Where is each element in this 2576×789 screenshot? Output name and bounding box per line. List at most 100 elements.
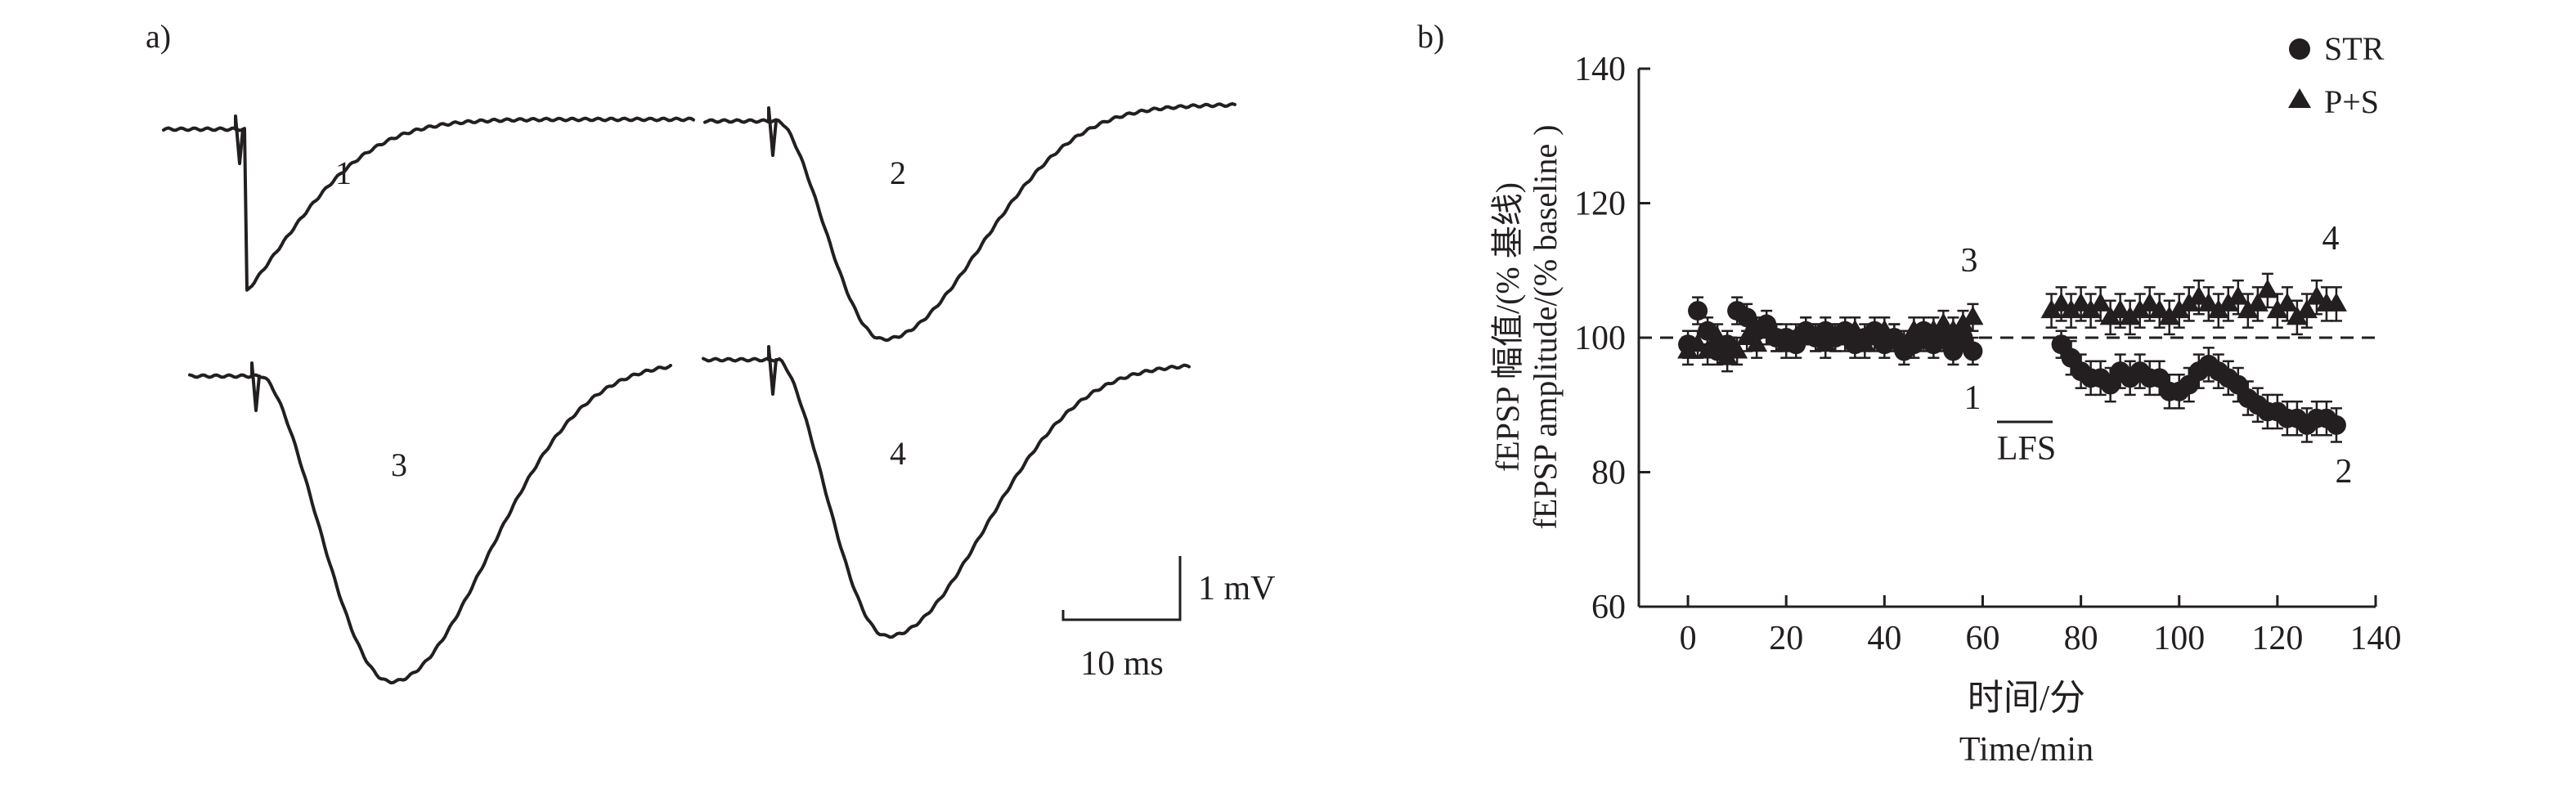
ps-data-point — [2089, 292, 2112, 312]
str-data-point — [1688, 301, 1708, 321]
x-tick-label: 40 — [1867, 620, 1901, 657]
ps-data-point — [1707, 326, 1729, 345]
ps-data-point — [2109, 299, 2131, 319]
fepsp-trace-1 — [162, 116, 695, 292]
legend-label-str: STR — [2324, 30, 2385, 67]
ps-data-point — [1766, 326, 1788, 345]
ps-data-point — [2256, 279, 2278, 298]
str-data-point — [2051, 334, 2071, 355]
ps-data-point — [2237, 299, 2259, 319]
x-tick-label: 80 — [2064, 620, 2098, 657]
lfs-label: LFS — [1997, 430, 2056, 468]
ps-data-point — [2099, 306, 2121, 325]
legend-marker-ps — [2288, 88, 2311, 108]
ps-data-point — [2040, 299, 2062, 319]
stimulus-artifact-4 — [767, 345, 778, 396]
point-label-1: 1 — [1964, 379, 1981, 417]
y-axis-title-en: fEPSP amplitude/(% baseline ) — [1527, 124, 1564, 529]
x-tick-label: 60 — [1965, 620, 1999, 657]
ps-data-point — [1844, 319, 1866, 338]
ps-data-point — [1874, 319, 1896, 338]
trace-label-2: 2 — [890, 155, 906, 191]
str-data-point — [2061, 347, 2081, 368]
ps-data-point — [1687, 333, 1709, 352]
y-tick-label: 140 — [1574, 51, 1626, 88]
legend-label-ps: P+S — [2324, 83, 2379, 120]
stimulus-artifact-1 — [234, 114, 245, 165]
fepsp-trace-2 — [703, 101, 1236, 343]
x-tick-label: 140 — [2350, 620, 2402, 657]
y-ticks: 60 80 100 120 140 — [1574, 51, 1650, 626]
ps-data-point — [2178, 292, 2200, 312]
ps-data-point — [2266, 299, 2288, 319]
ps-data-point — [1756, 319, 1778, 338]
point-label-2: 2 — [2336, 453, 2353, 491]
ps-data-point — [1775, 333, 1797, 352]
ps-data-point — [1942, 319, 1964, 338]
scale-bar-lines — [1061, 556, 1182, 621]
str-data-point — [1737, 307, 1757, 328]
legend-marker-str — [2289, 38, 2310, 60]
ps-data-point — [1697, 339, 1719, 359]
point-label-3: 3 — [1961, 242, 1978, 280]
x-axis-title-cn: 时间/分 — [1968, 678, 2085, 718]
ps-data-point — [2148, 299, 2170, 319]
y-tick-label: 120 — [1574, 186, 1626, 223]
ps-data-point — [1893, 333, 1915, 352]
ps-data-point — [1815, 333, 1837, 352]
ps-data-point — [1923, 319, 1945, 338]
ps-data-point — [1736, 326, 1758, 345]
stimulus-artifact-2 — [767, 106, 778, 157]
ps-data-point — [2197, 292, 2219, 312]
y-axis-title-cn: fEPSP 幅值/(% 基线) — [1489, 182, 1526, 472]
panel-a-label: a) — [146, 18, 171, 55]
str-data-point — [2228, 374, 2248, 395]
panel-b-label: b) — [1417, 18, 1444, 55]
ps-data-point — [2188, 285, 2210, 305]
ps-data-point — [1903, 319, 1925, 338]
ps-data-point — [1952, 312, 1974, 332]
data-markers — [1677, 279, 2347, 435]
str-data-point — [2149, 368, 2170, 388]
ps-data-point — [2050, 292, 2072, 312]
fepsp-trace-3 — [188, 364, 672, 685]
ps-data-point — [2207, 299, 2229, 319]
scale-bar: 1 mV 10 ms — [1061, 556, 1276, 683]
legend: STR P+S — [2288, 30, 2385, 120]
ps-data-point — [1883, 326, 1905, 345]
y-tick-label: 80 — [1591, 455, 1626, 492]
ps-data-point — [2286, 306, 2308, 325]
ps-data-point — [2129, 299, 2151, 319]
fepsp-trace-4 — [702, 356, 1191, 639]
ps-data-point — [1717, 346, 1739, 365]
ps-data-point — [1834, 326, 1856, 345]
stimulus-artifact-3 — [250, 361, 261, 412]
ps-data-point — [1795, 319, 1817, 338]
point-label-4: 4 — [2322, 220, 2340, 258]
ps-data-point — [2080, 299, 2102, 319]
ps-data-point — [2070, 292, 2092, 312]
trace-label-3: 3 — [391, 446, 407, 483]
ps-data-point — [1677, 339, 1699, 359]
scale-bar-voltage-label: 1 mV — [1198, 570, 1276, 607]
ps-data-point — [2305, 285, 2327, 305]
str-data-point — [2326, 415, 2346, 435]
scale-bar-time-label: 10 ms — [1080, 645, 1164, 683]
ps-data-point — [1805, 326, 1827, 345]
ps-data-point — [1932, 312, 1954, 332]
ps-data-point — [2276, 292, 2298, 312]
ps-data-point — [1746, 333, 1768, 352]
str-data-point — [1943, 341, 1963, 361]
ps-data-point — [2296, 299, 2318, 319]
ps-data-point — [2119, 306, 2141, 325]
ps-data-point — [2158, 306, 2180, 325]
str-data-point — [2100, 374, 2120, 395]
ps-data-point — [1864, 326, 1886, 345]
x-axis-title-en: Time/min — [1959, 731, 2094, 769]
trace-label-1: 1 — [335, 155, 352, 191]
trace-group — [162, 101, 1236, 685]
y-tick-label: 100 — [1574, 320, 1626, 357]
ps-data-point — [2060, 299, 2082, 319]
